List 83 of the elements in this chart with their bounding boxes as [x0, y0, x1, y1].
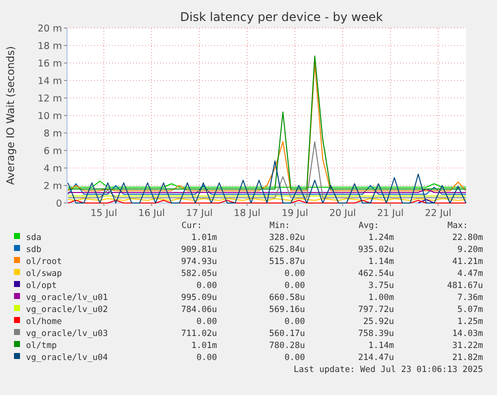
text: 0.00	[284, 317, 305, 327]
x-tick-label: 20 Jul	[329, 208, 356, 219]
text: 1.01m	[191, 341, 217, 351]
text: 14.03m	[452, 329, 483, 339]
text: 7.36m	[457, 293, 483, 303]
chart-title: Disk latency per device - by week	[180, 10, 383, 24]
text: 582.05u	[181, 269, 217, 279]
text: 0.00	[196, 281, 217, 291]
text: 214.47u	[358, 353, 394, 363]
line-series	[67, 141, 466, 198]
y-tick-label: 6 m	[44, 146, 62, 157]
legend-label: ol/opt	[26, 281, 57, 291]
text: 1.24m	[368, 233, 394, 243]
text: Min:	[270, 221, 290, 231]
text: 9.20m	[457, 245, 483, 255]
text: 569.16u	[269, 305, 305, 315]
legend-label: ol/swap	[26, 269, 62, 279]
y-tick-label: 8 m	[44, 128, 62, 140]
y-tick-label: 2 m	[44, 181, 62, 192]
text: 4.47m	[457, 269, 483, 279]
text: 5.07m	[457, 305, 483, 315]
text: 1.14m	[368, 257, 394, 267]
y-tick-label: 20 m	[38, 24, 62, 34]
legend-label: vg_oracle/lv_u04	[26, 353, 108, 363]
text: 560.17u	[269, 329, 305, 339]
y-tick-label: 10 m	[38, 111, 62, 122]
text: 481.67u	[447, 281, 483, 291]
legend-label: ol/home	[26, 317, 62, 327]
x-tick-label: 21 Jul	[377, 208, 404, 219]
text: 909.81u	[181, 245, 217, 255]
text: Max:	[448, 221, 468, 231]
x-tick-label: 17 Jul	[186, 208, 213, 219]
text: Avg:	[358, 221, 379, 231]
text: 1.14m	[368, 341, 394, 351]
text: 0.00	[284, 281, 305, 291]
text: 21.82m	[452, 353, 483, 363]
x-tick-label: 15 Jul	[90, 208, 118, 219]
y-tick-label: 14 m	[38, 76, 62, 87]
y-axis-title: Average IO Wait (seconds)	[5, 46, 17, 185]
text: 41.21m	[452, 257, 483, 267]
text: 1.00m	[368, 293, 394, 303]
text: Last update: Wed Jul 23 01:06:13 2025	[294, 365, 483, 375]
text: 1.25m	[457, 317, 483, 327]
text: 0.00	[196, 317, 217, 327]
text: 625.84u	[269, 245, 305, 255]
text: Cur:	[182, 221, 202, 231]
legend-label: ol/tmp	[26, 341, 57, 351]
text: 780.28u	[269, 341, 305, 351]
legend-label: vg_oracle/lv_u02	[26, 305, 108, 315]
text: 0.00	[284, 269, 305, 279]
text: 515.87u	[269, 257, 305, 267]
legend-label: sda	[26, 233, 42, 243]
text: 784.06u	[181, 305, 217, 315]
y-tick-label: 16 m	[38, 58, 62, 70]
x-tick-label: 22 Jul	[424, 208, 452, 219]
text: 462.54u	[358, 269, 394, 279]
text: 995.09u	[181, 293, 217, 303]
y-tick-label: 4 m	[44, 164, 62, 174]
text: 0.00	[196, 353, 217, 363]
legend-label: ol/root	[26, 257, 62, 267]
text: 660.58u	[269, 293, 305, 303]
text: 328.02u	[269, 233, 305, 243]
text: 22.80m	[452, 233, 483, 243]
text: 711.02u	[181, 329, 217, 339]
text: 797.72u	[358, 305, 394, 315]
text: 1.01m	[191, 233, 217, 243]
x-tick-label: 16 Jul	[138, 208, 165, 219]
text: 974.93u	[181, 257, 217, 267]
text: 31.22m	[452, 341, 483, 351]
text: 758.39u	[358, 329, 394, 339]
text: 25.92u	[363, 317, 394, 327]
text: 0.00	[284, 353, 305, 363]
legend-label: sdb	[26, 245, 42, 255]
legend-label: vg_oracle/lv_u03	[26, 329, 108, 339]
text: 3.75u	[368, 281, 394, 291]
text: 935.02u	[358, 245, 394, 255]
y-tick-label: 18 m	[38, 41, 62, 52]
y-tick-label: 12 m	[38, 94, 62, 104]
x-tick-label: 19 Jul	[282, 208, 308, 219]
legend-label: vg_oracle/lv_u01	[26, 293, 108, 303]
x-tick-label: 18 Jul	[234, 208, 260, 219]
line-series	[67, 183, 466, 195]
y-tick-label: 0	[56, 198, 62, 210]
